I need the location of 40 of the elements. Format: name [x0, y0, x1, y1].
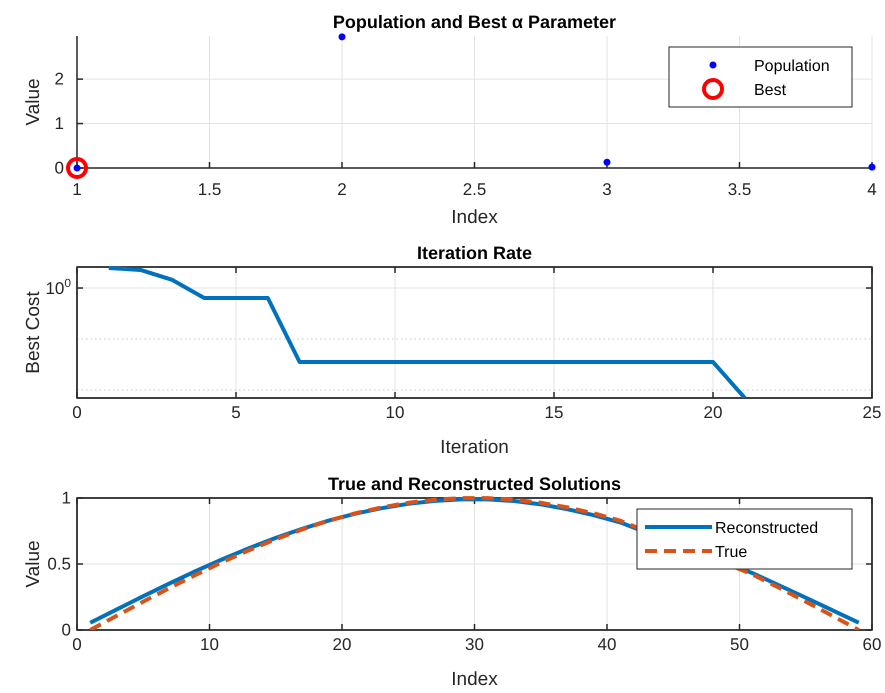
chart-title: True and Reconstructed Solutions [328, 474, 622, 494]
legend-label: Best [754, 82, 787, 99]
legend-label: Reconstructed [715, 520, 818, 537]
x-tick-label: 20 [332, 635, 352, 654]
y-axis-title: Value [23, 78, 44, 126]
y-tick-label: 1 [54, 114, 64, 133]
x-tick-label: 1.5 [198, 180, 222, 200]
x-tick-label: 50 [730, 635, 749, 654]
y-tick-label: 1 [62, 488, 71, 508]
chart-title: Iteration Rate [416, 243, 532, 263]
x-tick-label: 3.5 [728, 180, 752, 200]
x-axis-title: Iteration [440, 437, 509, 458]
x-tick-label: 40 [598, 635, 616, 654]
text: 10$^{0}$ [45, 276, 72, 298]
x-tick-label: 4 [867, 180, 877, 200]
x-tick-label: 10 [200, 635, 219, 654]
x-tick-label: 25 [862, 403, 882, 422]
point [604, 158, 610, 166]
y-tick-label: 0 [62, 620, 71, 640]
x-tick-label: 20 [704, 403, 722, 422]
y-axis-title: Value [23, 540, 44, 588]
point [66, 157, 88, 179]
y-tick-label: 2 [54, 70, 64, 89]
y-tick-label: 0.5 [47, 554, 71, 574]
x-axis-title: Index [451, 207, 498, 228]
x-tick-label: 2 [337, 180, 347, 200]
legend-label: True [715, 544, 748, 561]
x-tick-label: 10 [386, 403, 404, 422]
y-tick-label: 0 [54, 158, 64, 178]
legend-label: Population [754, 58, 830, 75]
x-tick-label: 5 [231, 403, 241, 422]
y-axis-title: Best Cost [23, 290, 44, 374]
x-tick-label: 60 [862, 635, 882, 654]
x-axis-title: Index [451, 669, 498, 690]
chart-title: Population and Best α Parameter [332, 12, 616, 32]
x-tick-label: 30 [465, 635, 484, 654]
point [338, 33, 346, 40]
x-tick-label: 2.5 [462, 180, 486, 200]
x-tick-label: 3 [602, 180, 612, 200]
x-tick-label: 15 [544, 403, 564, 422]
